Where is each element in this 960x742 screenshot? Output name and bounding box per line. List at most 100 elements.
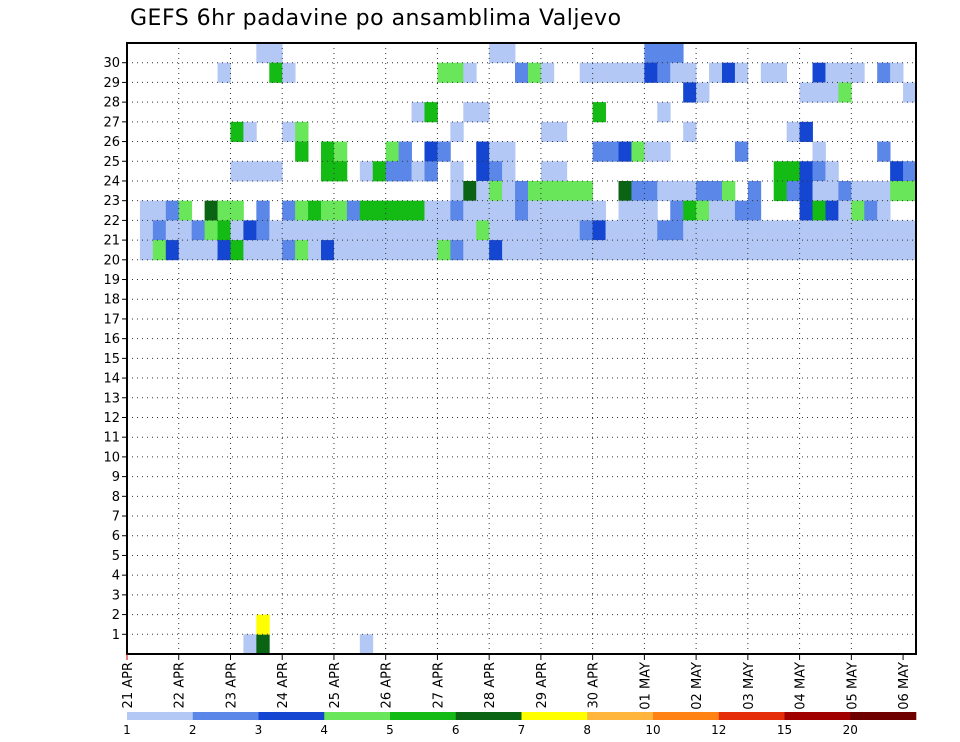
heatmap-cell <box>592 220 606 241</box>
heatmap-cell <box>760 220 775 241</box>
heatmap-cell <box>321 240 335 261</box>
heatmap-cell <box>890 62 904 83</box>
heatmap-cell <box>476 180 490 202</box>
heatmap-cell <box>346 200 361 221</box>
heatmap-cell <box>230 220 244 241</box>
plot-frame <box>126 42 917 655</box>
heatmap-cell <box>605 240 619 261</box>
heatmap-cell <box>230 200 244 221</box>
heatmap-cell <box>747 240 762 261</box>
heatmap-cell <box>476 161 490 182</box>
heatmap-cell <box>424 220 438 241</box>
heatmap-cell <box>553 200 568 221</box>
heatmap-cell <box>657 240 671 261</box>
heatmap-cell <box>321 161 335 182</box>
y-tick-label: 23 <box>103 194 120 209</box>
heatmap-cell <box>269 43 283 64</box>
heatmap-cell <box>877 220 891 241</box>
heatmap-cell <box>165 240 180 261</box>
heatmap-cell <box>903 220 917 241</box>
heatmap-cell <box>631 141 645 162</box>
heatmap-cell <box>851 220 865 241</box>
heatmap-cell <box>411 200 425 221</box>
chart-title: GEFS 6hr padavine po ansamblima Valjevo <box>130 6 622 31</box>
y-tick-label: 30 <box>103 56 120 71</box>
heatmap-cell <box>670 220 684 241</box>
heatmap-cell <box>385 240 400 261</box>
heatmap-cell <box>321 220 335 241</box>
colorbar-swatch <box>521 712 588 720</box>
heatmap-cell <box>657 62 671 83</box>
heatmap-cell <box>812 200 826 221</box>
heatmap-cell <box>553 220 568 241</box>
heatmap-cell <box>398 240 412 261</box>
heatmap-cell <box>903 82 917 103</box>
heatmap-cell <box>851 180 865 202</box>
heatmap-cell <box>812 82 826 103</box>
heatmap-cell <box>489 43 503 64</box>
x-tick-label: 25 APR <box>328 662 343 708</box>
heatmap-cell <box>838 200 852 221</box>
heatmap-cell <box>424 200 438 221</box>
heatmap-cell <box>333 240 348 261</box>
heatmap-cell <box>450 240 464 261</box>
heatmap-cell <box>256 43 270 64</box>
heatmap-cell <box>709 240 723 261</box>
heatmap-cell <box>295 141 309 162</box>
heatmap-cell <box>243 161 257 182</box>
heatmap-cell <box>631 220 645 241</box>
heatmap-cell <box>657 43 671 64</box>
heatmap-cell <box>295 220 309 241</box>
y-tick-label: 22 <box>103 214 120 229</box>
heatmap-cell <box>476 141 490 162</box>
heatmap-cell <box>191 220 205 241</box>
heatmap-cell <box>786 220 800 241</box>
y-tick-label: 1 <box>112 628 120 643</box>
heatmap-cell <box>683 220 697 241</box>
heatmap-cell <box>683 62 697 83</box>
heatmap-cell <box>579 62 594 83</box>
heatmap-cell <box>450 220 464 241</box>
heatmap-cell <box>424 141 438 162</box>
heatmap-cell <box>269 220 283 241</box>
heatmap-cell <box>592 102 606 123</box>
heatmap-cell <box>696 220 710 241</box>
x-tick-label: 04 MAY <box>794 662 809 710</box>
heatmap-cell <box>463 220 477 241</box>
heatmap-cell <box>502 220 516 241</box>
heatmap-cell <box>489 161 503 182</box>
heatmap-cell <box>243 121 257 142</box>
heatmap-cell <box>515 62 529 83</box>
heatmap-cell <box>734 62 749 83</box>
heatmap-cell <box>527 200 542 221</box>
heatmap-cell <box>217 240 231 261</box>
y-tick-label: 13 <box>103 391 120 406</box>
x-tick-label: 01 MAY <box>638 662 653 710</box>
colorbar-swatch <box>324 712 391 720</box>
heatmap-cell <box>696 240 710 261</box>
heatmap-cell <box>295 200 309 221</box>
y-tick-label: 24 <box>103 174 120 189</box>
heatmap-cell <box>139 240 154 261</box>
heatmap-cell <box>450 200 464 221</box>
colorbar-swatch <box>587 712 654 720</box>
heatmap-cell <box>527 180 542 202</box>
heatmap-cell <box>243 240 257 261</box>
x-tick-label: 06 MAY <box>897 662 912 710</box>
heatmap-cell <box>747 220 762 241</box>
heatmap-cell <box>683 82 697 103</box>
y-tick-label: 17 <box>103 312 120 327</box>
heatmap-cell <box>295 240 309 261</box>
heatmap-cell <box>670 200 684 221</box>
heatmap-cell <box>321 200 335 221</box>
heatmap-cell <box>838 62 852 83</box>
heatmap-cell <box>903 240 917 261</box>
heatmap-cell <box>256 634 270 655</box>
heatmap-cell <box>683 240 697 261</box>
heatmap-cell <box>903 180 917 202</box>
heatmap-cell <box>696 200 710 221</box>
heatmap-cell <box>437 62 451 83</box>
heatmap-cell <box>644 240 658 261</box>
heatmap-cell <box>502 161 516 182</box>
